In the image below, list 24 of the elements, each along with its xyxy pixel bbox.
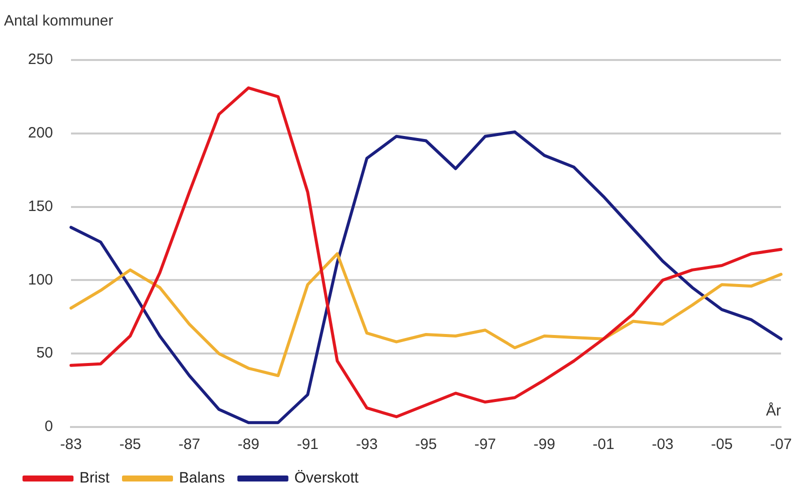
x-tick-label: -89 xyxy=(238,436,260,454)
x-tick-label: -83 xyxy=(60,436,82,454)
x-tick-label: -85 xyxy=(119,436,142,454)
y-tick-label: 250 xyxy=(28,51,54,68)
x-tick-label: -87 xyxy=(178,436,200,454)
x-tick-label: -01 xyxy=(592,436,614,454)
x-tick-label: -91 xyxy=(296,436,319,454)
legend-label: Brist xyxy=(80,470,110,487)
y-tick-label: 0 xyxy=(44,418,54,436)
x-tick-label: -95 xyxy=(415,436,437,454)
y-tick-label: 50 xyxy=(36,344,54,362)
y-tick-label: 200 xyxy=(28,124,54,142)
y-tick-label: 100 xyxy=(28,271,54,288)
x-tick-label: -97 xyxy=(474,436,496,454)
legend-label: Balans xyxy=(179,470,225,487)
x-tick-label: -05 xyxy=(710,436,733,454)
y-tick-label: 150 xyxy=(28,198,54,215)
x-tick-label: -03 xyxy=(652,436,674,454)
x-tick-label: -93 xyxy=(356,436,378,454)
x-tick-label: -99 xyxy=(534,436,556,454)
x-tick-label: -07 xyxy=(770,436,792,454)
y-axis-title: Antal kommuner xyxy=(4,12,114,30)
legend-label: Överskott xyxy=(294,470,360,487)
x-axis-title: År xyxy=(766,402,782,420)
